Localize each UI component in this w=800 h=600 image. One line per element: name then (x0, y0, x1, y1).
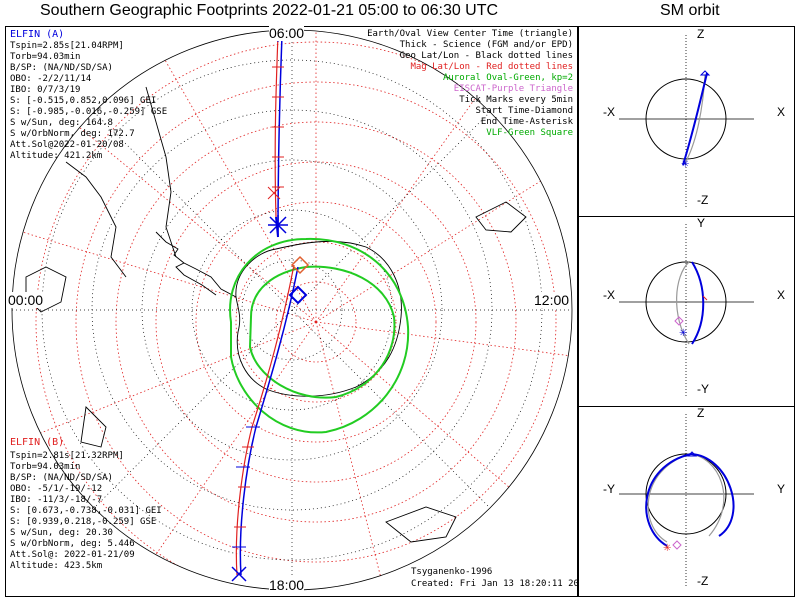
legend-entry: EISCAT-Purple Triangle (453, 84, 573, 94)
orbit-axis-left: -X (603, 288, 615, 302)
orbit-panel-xy: ✳ Y -Y -X X (579, 216, 794, 407)
orbit-title: SM orbit (660, 2, 720, 19)
elfin-a-name: ELFIN (A) (10, 29, 65, 40)
elfin-a-line: Torb=94.03min (10, 52, 81, 62)
elfin-b-line: Att.Sol@: 2022-01-21/09 (10, 550, 135, 560)
orbit-panel-yz-canvas: ✳ (619, 414, 754, 586)
orbit-axis-top: Z (697, 406, 705, 420)
elfin-b-line: S: [0.939,0.218,-0.259] GSE (10, 517, 157, 527)
legend: Earth/Oval View Center Time (triangle) T… (367, 29, 573, 139)
elfin-a-line: OBO: -2/2/11/14 (10, 74, 92, 84)
orbit-axis-right: X (777, 105, 786, 119)
legend-entry: Mag Lat/Lon - Red dotted lines (410, 62, 573, 72)
elfin-b-line: S: [0.673,-0.738,-0.031] GEI (10, 506, 162, 516)
orbit-panel-xy-canvas: ✳ (619, 224, 754, 396)
view-center-diamond (288, 255, 310, 305)
created-timestamp: Created: Fri Jan 13 18:20:11 2023 (411, 579, 590, 589)
legend-entry: Tick Marks every 5min (459, 95, 573, 105)
elfin-a-line: S w/OrbNorm, deg: 172.7 (10, 129, 135, 139)
legend-entry: End Time-Asterisk (480, 117, 573, 127)
elfin-b-line: Altitude: 423.5km (10, 561, 103, 571)
map-canvas (11, 29, 573, 591)
orbit-axis-left: -Y (603, 482, 615, 496)
end-asterisk-a (268, 215, 288, 235)
svg-text:✳: ✳ (663, 543, 671, 554)
model-credit: Tsyganenko-1996 (411, 567, 493, 577)
elfin-b-line: S w/OrbNorm, deg: 5.446 (10, 539, 135, 549)
orbit-axis-right: X (777, 288, 786, 302)
elfin-a-line: S: [-0.985,-0.016,-0.259] GSE (10, 107, 168, 117)
map-tick-right: 12:00 (534, 292, 570, 308)
elfin-a-line: Att.Sol@2022-01-20/08 (10, 140, 124, 150)
legend-entry: Earth/Oval View Center Time (triangle) (367, 29, 573, 39)
orbit-panel-xz: ✳ Z -Z -X X (579, 27, 794, 217)
orbit-axis-bottom: -Z (697, 193, 709, 207)
orbit-axis-bottom: -Y (697, 382, 709, 396)
elfin-a-line: S: [-0.515,0.852,0.096] GEI (10, 96, 157, 106)
elfin-b-ticks (232, 426, 260, 548)
svg-text:✳: ✳ (681, 159, 689, 170)
elfin-a-line: B/SP: (NA/ND/SD/SA) (10, 63, 113, 73)
footprint-map: ELFIN (A) Tspin=2.85s[21.04RPM] Torb=94.… (5, 25, 590, 597)
map-tick-bottom: 18:00 (269, 577, 305, 593)
orbit-axis-left: -X (603, 105, 615, 119)
elfin-a-line: Tspin=2.85s[21.04RPM] (10, 41, 124, 51)
elfin-a-track (235, 34, 299, 576)
end-asterisk-a-mag (267, 186, 281, 200)
elfin-a-line: Altitude: 421.2km (10, 151, 103, 161)
plot-title: Southern Geographic Footprints 2022-01-2… (40, 2, 499, 19)
elfin-a-line: IBO: 0/7/3/19 (10, 85, 81, 95)
elfin-b-info: Tspin=2.81s[21.32RPM] Torb=94.03min B/SP… (10, 451, 162, 572)
legend-entry: Thick - Science (FGM and/or EPD) (399, 40, 573, 50)
legend-entry: Auroral Oval-Green, kp=2 (442, 73, 573, 83)
orbit-axis-right: Y (777, 482, 786, 496)
svg-text:✳: ✳ (679, 328, 687, 339)
orbit-panel-yz: ✳ Z -Z -Y Y (579, 406, 794, 596)
elfin-b-line: B/SP: (NA/ND/SD/SA) (10, 473, 113, 483)
elfin-a-info: Tspin=2.85s[21.04RPM] Torb=94.03min B/SP… (10, 41, 167, 162)
geo-grid (12, 30, 572, 590)
orbit-axis-bottom: -Z (697, 574, 709, 588)
elfin-b-name: ELFIN (B) (10, 437, 65, 448)
mag-grid (12, 30, 572, 590)
map-tick-left: 00:00 (8, 292, 44, 308)
elfin-b-line: S w/Sun, deg: 20.30 (10, 528, 113, 538)
orbit-panel-xz-canvas: ✳ (619, 35, 754, 207)
elfin-b-line: Torb=94.03min (10, 462, 81, 472)
orbit-axis-top: Z (697, 27, 705, 41)
map-tick-top: 06:00 (269, 25, 305, 41)
orbit-axis-top: Y (697, 216, 706, 230)
end-asterisk-b (231, 566, 247, 582)
sm-orbit-panels: ✳ Z -Z -X X ✳ Y -Y -X X ✳ (578, 26, 795, 597)
elfin-b-line: OBO: -5/1/-19/-12 (10, 484, 103, 494)
legend-entry: VLF-Green Square (486, 128, 573, 138)
elfin-b-line: Tspin=2.81s[21.32RPM] (10, 451, 124, 461)
elfin-a-ticks (234, 66, 284, 528)
legend-entry: Start Time-Diamond (475, 106, 573, 116)
legend-entry: Geo Lat/Lon - Black dotted lines (399, 51, 573, 61)
elfin-b-line: IBO: -11/3/-18/-7 (10, 495, 103, 505)
auroral-oval (229, 237, 410, 434)
elfin-a-line: S w/Sun, deg: 164.8 (10, 118, 113, 128)
